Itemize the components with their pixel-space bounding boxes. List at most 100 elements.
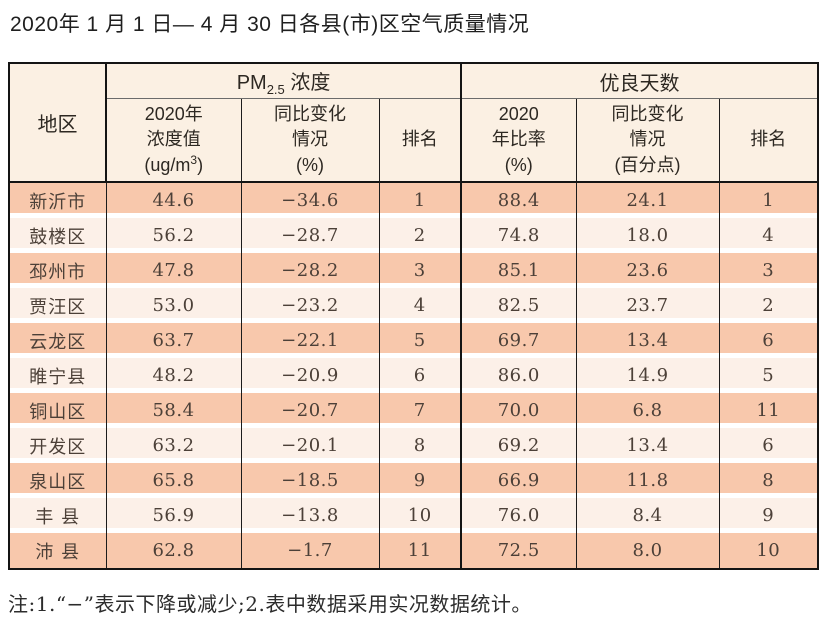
good-rank-cell: 10 [718, 533, 819, 569]
cubic-superscript: 3 [190, 153, 198, 168]
good-rank-cell: 6 [718, 428, 819, 463]
good-rate-cell: 72.5 [460, 533, 577, 569]
table-row: 邳州市 47.8 −28.2 3 85.1 23.6 3 [9, 253, 819, 288]
pm-value-cell: 65.8 [105, 463, 241, 498]
footnote: 注:1.“−”表示下降或减少;2.表中数据采用实况数据统计。 [8, 592, 532, 616]
pm-value-cell: 63.2 [105, 428, 241, 463]
good-rate-cell: 85.1 [460, 253, 577, 288]
table-row: 睢宁县 48.2 −20.9 6 86.0 14.9 5 [9, 358, 819, 393]
good-change-cell: 14.9 [575, 358, 720, 393]
col-header-good-rate: 2020 年比率 (%) [460, 98, 577, 183]
region-cell: 丰 县 [9, 498, 106, 533]
pm-rank-cell: 6 [378, 358, 462, 393]
good-change-cell: 13.4 [575, 428, 720, 463]
region-cell: 睢宁县 [9, 358, 106, 393]
pm-rank-cell: 3 [378, 253, 462, 288]
col-header-pm-change: 同比变化 情况 (%) [240, 98, 379, 183]
pm-change-cell: −22.1 [240, 323, 379, 358]
pm-change-cell: −23.2 [240, 288, 379, 323]
region-cell: 新沂市 [9, 182, 106, 218]
pm-change-cell: −20.1 [240, 428, 379, 463]
pm-value-cell: 47.8 [105, 253, 241, 288]
pm-rank-cell: 1 [378, 182, 462, 218]
pm25-label-suffix: 浓度 [284, 71, 331, 94]
pm-value-cell: 48.2 [105, 358, 241, 393]
good-rate-cell: 76.0 [460, 498, 577, 533]
good-rank-cell: 1 [718, 182, 819, 218]
col-group-good-days: 优良天数 [460, 63, 819, 99]
col-header-region: 地区 [9, 63, 106, 183]
good-change-cell: 6.8 [575, 393, 720, 428]
good-change-cell: 23.7 [575, 288, 720, 323]
good-rate-cell: 86.0 [460, 358, 577, 393]
region-cell: 铜山区 [9, 393, 106, 428]
region-cell: 鼓楼区 [9, 218, 106, 253]
col-header-good-change: 同比变化 情况 (百分点) [575, 98, 720, 183]
good-rate-cell: 82.5 [460, 288, 577, 323]
table-row: 新沂市 44.6 −34.6 1 88.4 24.1 1 [9, 182, 819, 218]
region-cell: 泉山区 [9, 463, 106, 498]
page-title: 2020年 1 月 1 日— 4 月 30 日各县(市)区空气质量情况 [10, 13, 530, 36]
col-header-pm-value: 2020年 浓度值 (ug/m3) [105, 98, 241, 183]
table-row: 云龙区 63.7 −22.1 5 69.7 13.4 6 [9, 323, 819, 358]
table-row: 铜山区 58.4 −20.7 7 70.0 6.8 11 [9, 393, 819, 428]
pm-change-cell: −20.9 [240, 358, 379, 393]
col-group-pm25: PM2.5 浓度 [104, 63, 462, 99]
col-header-good-rank: 排名 [718, 98, 819, 183]
pm-rank-cell: 8 [378, 428, 462, 463]
table-row: 泉山区 65.8 −18.5 9 66.9 11.8 8 [9, 463, 819, 498]
good-rate-cell: 88.4 [460, 182, 577, 218]
pm-change-cell: −34.6 [240, 182, 379, 218]
region-cell: 云龙区 [9, 323, 106, 358]
good-change-cell: 24.1 [575, 182, 720, 218]
col-header-pm-rank: 排名 [378, 98, 462, 183]
good-rank-cell: 6 [718, 323, 819, 358]
good-change-cell: 23.6 [575, 253, 720, 288]
pm-rank-cell: 10 [378, 498, 462, 533]
good-rank-cell: 5 [718, 358, 819, 393]
good-change-cell: 18.0 [575, 218, 720, 253]
good-rank-cell: 8 [718, 463, 819, 498]
good-rate-cell: 66.9 [460, 463, 577, 498]
pm-value-cell: 62.8 [105, 533, 241, 569]
good-rank-cell: 2 [718, 288, 819, 323]
pm-rank-cell: 5 [378, 323, 462, 358]
region-cell: 沛 县 [9, 533, 106, 569]
pm-change-cell: −28.7 [240, 218, 379, 253]
good-rate-cell: 70.0 [460, 393, 577, 428]
pm-change-cell: −1.7 [240, 533, 379, 569]
pm25-label-subscript: 2.5 [266, 81, 285, 97]
good-rank-cell: 4 [718, 218, 819, 253]
good-rank-cell: 11 [718, 393, 819, 428]
pm-value-cell: 58.4 [105, 393, 241, 428]
pm-rank-cell: 11 [378, 533, 462, 569]
pm25-label-prefix: PM [236, 71, 267, 94]
air-quality-table: 地区 PM2.5 浓度 优良天数 2020年 浓度值 (ug/m3) 同比变化 … [8, 62, 820, 570]
good-change-cell: 11.8 [575, 463, 720, 498]
table-row: 贾汪区 53.0 −23.2 4 82.5 23.7 2 [9, 288, 819, 323]
good-change-cell: 8.4 [575, 498, 720, 533]
region-cell: 贾汪区 [9, 288, 106, 323]
table-body: 新沂市 44.6 −34.6 1 88.4 24.1 1 鼓楼区 56.2 −2… [9, 182, 819, 569]
good-rank-cell: 3 [718, 253, 819, 288]
pm-value-cell: 63.7 [105, 323, 241, 358]
good-rate-cell: 74.8 [460, 218, 577, 253]
pm-value-cell: 44.6 [105, 182, 241, 218]
pm-value-cell: 53.0 [105, 288, 241, 323]
region-cell: 开发区 [9, 428, 106, 463]
pm-rank-cell: 9 [378, 463, 462, 498]
good-rate-cell: 69.2 [460, 428, 577, 463]
header-sub-row: 2020年 浓度值 (ug/m3) 同比变化 情况 (%) 排名 2020 年比… [9, 98, 819, 183]
good-change-cell: 13.4 [575, 323, 720, 358]
table-row: 鼓楼区 56.2 −28.7 2 74.8 18.0 4 [9, 218, 819, 253]
good-change-cell: 8.0 [575, 533, 720, 569]
pm-change-cell: −28.2 [240, 253, 379, 288]
region-cell: 邳州市 [9, 253, 106, 288]
pm-change-cell: −18.5 [240, 463, 379, 498]
good-rank-cell: 9 [718, 498, 819, 533]
pm-change-cell: −13.8 [240, 498, 379, 533]
pm-rank-cell: 7 [378, 393, 462, 428]
table-header: 地区 PM2.5 浓度 优良天数 2020年 浓度值 (ug/m3) 同比变化 … [9, 63, 819, 183]
header-group-row: 地区 PM2.5 浓度 优良天数 [9, 63, 819, 183]
